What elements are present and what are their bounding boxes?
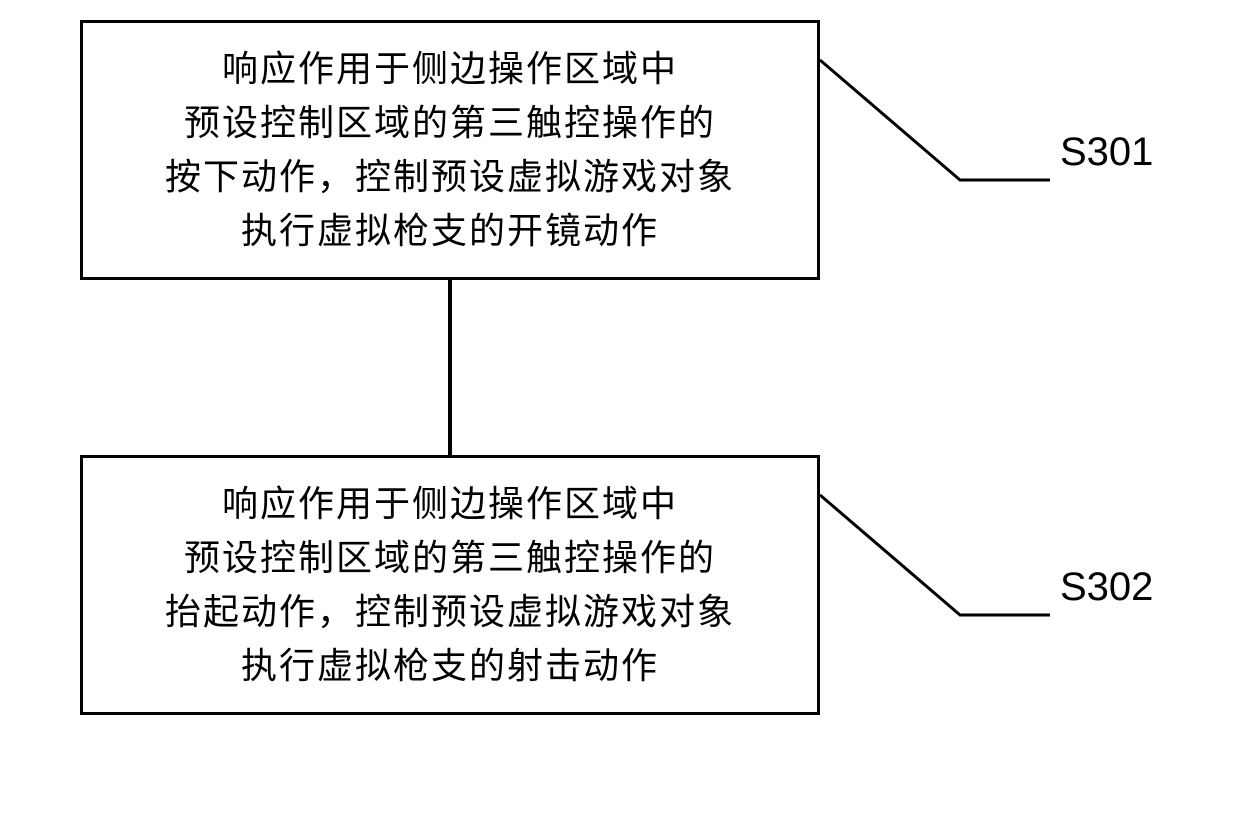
step-1-line-2: 预设控制区域的第三触控操作的 (184, 103, 716, 143)
callout-line-1 (820, 60, 1060, 190)
callout-line-2 (820, 495, 1060, 625)
step-1-label: S301 (1060, 130, 1153, 175)
step-2-line-2: 预设控制区域的第三触控操作的 (184, 538, 716, 578)
step-2-line-1: 响应作用于侧边操作区域中 (222, 484, 678, 524)
step-1-line-4: 执行虚拟枪支的开镜动作 (241, 211, 659, 251)
flowchart-step-1: 响应作用于侧边操作区域中 预设控制区域的第三触控操作的 按下动作，控制预设虚拟游… (80, 20, 820, 280)
step-2-line-4: 执行虚拟枪支的射击动作 (241, 646, 659, 686)
flowchart-container: 响应作用于侧边操作区域中 预设控制区域的第三触控操作的 按下动作，控制预设虚拟游… (0, 0, 1240, 829)
step-1-line-1: 响应作用于侧边操作区域中 (222, 49, 678, 89)
step-2-text: 响应作用于侧边操作区域中 预设控制区域的第三触控操作的 抬起动作，控制预设虚拟游… (165, 477, 735, 693)
step-2-line-3: 抬起动作，控制预设虚拟游戏对象 (165, 592, 735, 632)
step-1-line-3: 按下动作，控制预设虚拟游戏对象 (165, 157, 735, 197)
flowchart-step-2: 响应作用于侧边操作区域中 预设控制区域的第三触控操作的 抬起动作，控制预设虚拟游… (80, 455, 820, 715)
step-1-text: 响应作用于侧边操作区域中 预设控制区域的第三触控操作的 按下动作，控制预设虚拟游… (165, 42, 735, 258)
flowchart-connector (448, 280, 452, 455)
step-2-label: S302 (1060, 565, 1153, 610)
